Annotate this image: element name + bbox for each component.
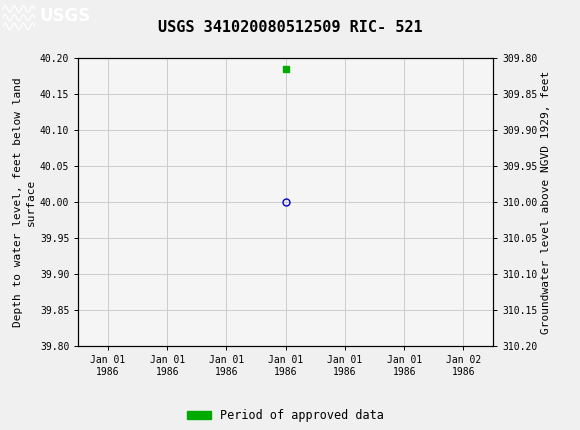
Y-axis label: Depth to water level, feet below land
surface: Depth to water level, feet below land su…: [13, 77, 36, 327]
Y-axis label: Groundwater level above NGVD 1929, feet: Groundwater level above NGVD 1929, feet: [542, 71, 552, 334]
Text: USGS: USGS: [39, 7, 90, 25]
Text: USGS 341020080512509 RIC- 521: USGS 341020080512509 RIC- 521: [158, 21, 422, 35]
Legend: Period of approved data: Period of approved data: [183, 404, 389, 427]
